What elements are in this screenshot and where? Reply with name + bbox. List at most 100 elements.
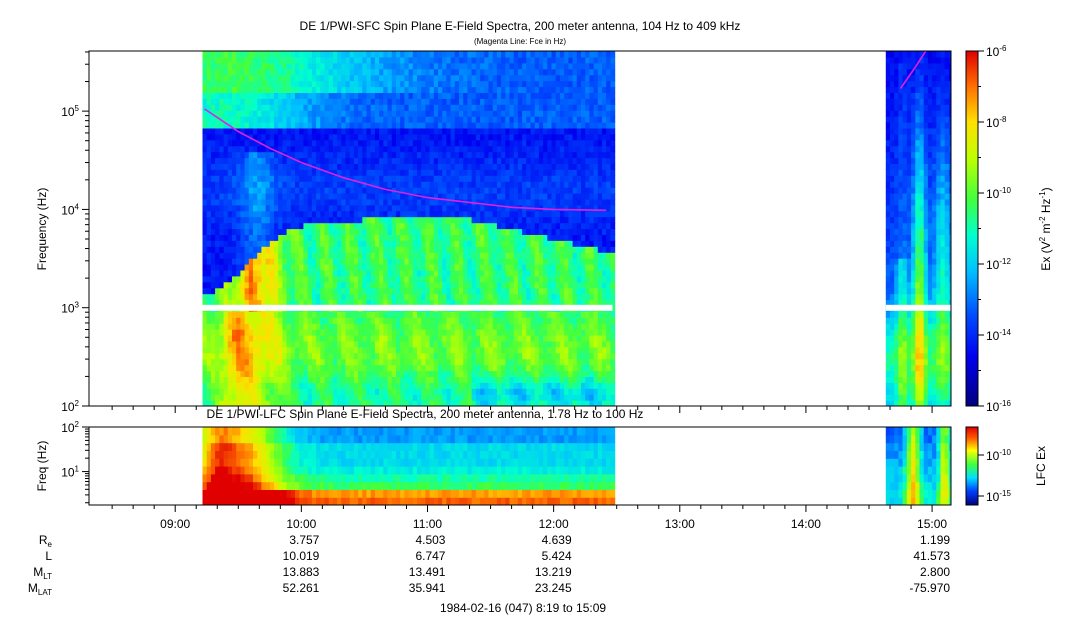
- sfc-heatmap-cell: [206, 246, 212, 253]
- sfc-heatmap-cell: [471, 204, 477, 212]
- sfc-heatmap-cell: [396, 116, 401, 123]
- sfc-heatmap-cell: [332, 388, 338, 395]
- sfc-heatmap-cell: [269, 193, 275, 200]
- sfc-heatmap-cell: [215, 145, 220, 153]
- sfc-heatmap-cell: [425, 92, 431, 99]
- sfc-heatmap-cell: [429, 187, 435, 194]
- sfc-heatmap-cell: [471, 293, 477, 301]
- sfc-heatmap-cell: [463, 376, 468, 383]
- sfc-heatmap-cell: [408, 175, 414, 182]
- sfc-heatmap-cell: [517, 246, 523, 253]
- sfc-heatmap-cell: [353, 323, 359, 330]
- sfc-heatmap-cell: [459, 68, 464, 76]
- sfc-heatmap-cell: [202, 157, 208, 164]
- sfc-heatmap-cell: [206, 340, 212, 348]
- sfc-heatmap-cell: [206, 234, 212, 241]
- sfc-heatmap-cell: [232, 157, 237, 164]
- sfc-heatmap-cell: [492, 323, 498, 330]
- sfc-heatmap-cell: [379, 139, 384, 147]
- sfc-heatmap-cell: [463, 187, 468, 194]
- sfc-heatmap-cell: [492, 151, 498, 159]
- sfc-heatmap-cell: [219, 275, 225, 283]
- sfc-heatmap-cell: [475, 388, 481, 395]
- sfc-heatmap-cell: [223, 133, 229, 141]
- sfc-heatmap-cell: [438, 216, 443, 224]
- sfc-heatmap-cell: [543, 163, 548, 170]
- sfc-heatmap-cell: [425, 175, 431, 182]
- sfc-heatmap-cell: [505, 376, 511, 383]
- sfc-heatmap-cell: [232, 80, 237, 88]
- sfc-heatmap-cell: [391, 258, 397, 265]
- sfc-heatmap-cell: [454, 382, 460, 389]
- sfc-heatmap-cell: [471, 110, 477, 117]
- sfc-heatmap-cell: [475, 169, 481, 176]
- sfc-heatmap-cell: [274, 86, 279, 93]
- sfc-heatmap-cell: [362, 352, 368, 360]
- sfc-heatmap-cell: [274, 56, 279, 64]
- sfc-heatmap-cell: [349, 346, 355, 354]
- sfc-heatmap-cell: [496, 127, 502, 135]
- sfc-heatmap-cell: [215, 86, 220, 93]
- sfc-heatmap-cell: [362, 311, 368, 318]
- sfc-heatmap-cell: [248, 311, 254, 318]
- sfc-heatmap-cell: [328, 193, 334, 200]
- sfc-heatmap-cell: [337, 382, 342, 389]
- sfc-heatmap-cell: [219, 340, 225, 348]
- sfc-heatmap-cell: [261, 157, 267, 164]
- sfc-heatmap-cell: [501, 139, 506, 147]
- sfc-heatmap-cell: [417, 116, 422, 123]
- sfc-heatmap-cell: [387, 175, 393, 182]
- sfc-heatmap-cell: [547, 139, 553, 147]
- sfc-heatmap-cell: [450, 116, 456, 123]
- sfc-heatmap-cell: [488, 258, 494, 265]
- sfc-heatmap-cell: [295, 187, 300, 194]
- sfc-heatmap-cell: [475, 275, 481, 283]
- sfc-heatmap-cell: [484, 62, 490, 70]
- sfc-heatmap-cell: [295, 346, 300, 354]
- sfc-heatmap-cell: [269, 110, 275, 117]
- sfc-heatmap-cell: [358, 400, 363, 406]
- sfc-heatmap-cell: [265, 340, 271, 348]
- sfc-heatmap-cell: [215, 175, 220, 182]
- sfc-heatmap-cell: [505, 127, 511, 135]
- sfc-heatmap-cell: [269, 246, 275, 253]
- sfc-heatmap-cell: [530, 80, 536, 88]
- sfc-heatmap-cell: [417, 364, 422, 372]
- sfc-heatmap-cell: [265, 376, 271, 383]
- sfc-heatmap-cell: [269, 293, 275, 301]
- sfc-heatmap-cell: [522, 187, 527, 194]
- sfc-heatmap-cell: [450, 382, 456, 389]
- sfc-heatmap-cell: [501, 323, 506, 330]
- sfc-heatmap-cell: [244, 299, 250, 306]
- sfc-heatmap-cell: [471, 376, 477, 383]
- sfc-heatmap-cell: [295, 104, 300, 111]
- sfc-heatmap-cell: [417, 56, 422, 64]
- sfc-heatmap-cell: [471, 86, 477, 93]
- sfc-heatmap-cell: [438, 329, 443, 336]
- sfc-heatmap-cell: [307, 382, 313, 389]
- sfc-heatmap-cell: [433, 145, 439, 153]
- sfc-heatmap-cell: [290, 80, 296, 88]
- sfc-heatmap-cell: [391, 151, 397, 159]
- sfc-heatmap-cell: [404, 376, 410, 383]
- sfc-heatmap-cell: [421, 80, 426, 88]
- sfc-heatmap-cell: [543, 311, 548, 318]
- sfc-heatmap-cell: [517, 92, 523, 99]
- sfc-heatmap-cell: [227, 364, 233, 372]
- sfc-heatmap-cell: [446, 370, 452, 377]
- sfc-heatmap-cell: [408, 246, 414, 253]
- sfc-heatmap-cell: [244, 364, 250, 372]
- sfc-heatmap-cell: [244, 281, 250, 289]
- sfc-heatmap-cell: [475, 62, 481, 70]
- sfc-heatmap-cell: [240, 394, 246, 401]
- sfc-heatmap-cell: [534, 287, 540, 295]
- sfc-heatmap-cell: [526, 394, 532, 401]
- sfc-heatmap-cell: [206, 204, 212, 212]
- sfc-heatmap-cell: [530, 163, 536, 170]
- sfc-heatmap-cell: [454, 163, 460, 170]
- sfc-heatmap-cell: [421, 145, 426, 153]
- sfc-heatmap-cell: [219, 104, 225, 111]
- sfc-heatmap-cell: [332, 204, 338, 212]
- sfc-heatmap-cell: [303, 204, 309, 212]
- sfc-heatmap-cell: [383, 151, 389, 159]
